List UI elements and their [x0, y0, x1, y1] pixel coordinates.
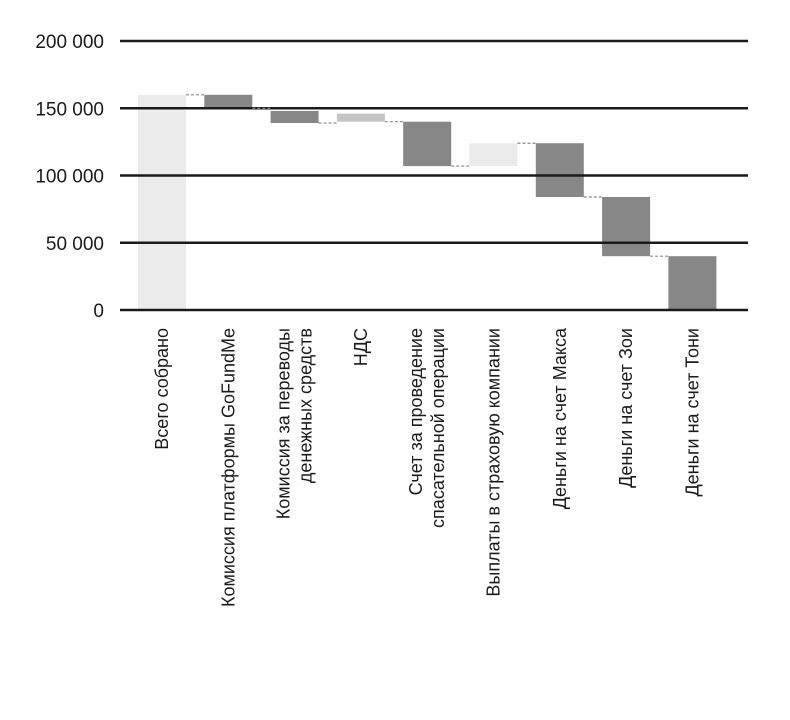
category-label: Выплаты в страховую компании	[484, 328, 504, 597]
bar-1	[204, 94, 253, 109]
y-tick-label: 50 000	[46, 234, 104, 255]
category-label: НДС	[351, 328, 371, 366]
category-label: Комиссия платформы GoFundMe	[218, 328, 238, 607]
y-tick-label: 150 000	[35, 99, 104, 120]
bar-5	[469, 143, 518, 167]
y-tick-label: 200 000	[35, 32, 104, 53]
category-label: Всего собрано	[152, 328, 172, 450]
bar-6	[535, 143, 584, 198]
bar-8	[668, 256, 717, 310]
category-label: спасательной операции	[428, 328, 448, 528]
bar-0	[138, 94, 186, 310]
category-label: Деньги на счет Зои	[616, 328, 636, 488]
bar-4	[403, 121, 452, 167]
y-tick-label: 0	[93, 301, 104, 322]
category-label: Деньги на счет Макса	[550, 327, 570, 509]
bar-2	[270, 110, 319, 124]
category-label: Счет за проведение	[406, 328, 426, 495]
bar-3	[336, 113, 385, 122]
y-tick-label: 100 000	[35, 167, 104, 188]
category-label: Комиссия за переводы	[274, 328, 294, 519]
category-label: Деньги на счет Тони	[682, 328, 702, 497]
category-label: денежных средств	[296, 328, 316, 483]
bar-7	[602, 197, 651, 257]
